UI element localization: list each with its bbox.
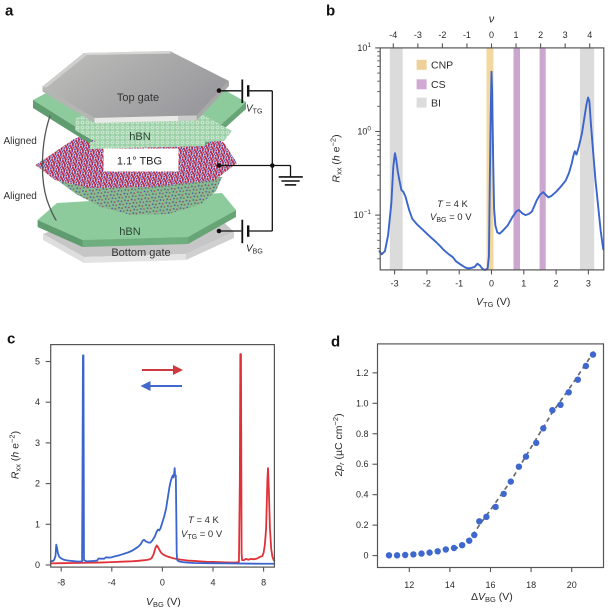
svg-text:VTG: VTG <box>246 104 262 116</box>
svg-text:0.6: 0.6 <box>356 459 369 469</box>
svg-text:T = 4 K: T = 4 K <box>188 515 220 526</box>
svg-text:8: 8 <box>261 578 266 588</box>
svg-text:T = 4 K: T = 4 K <box>437 199 469 210</box>
svg-text:-2: -2 <box>438 30 446 40</box>
svg-text:hBN: hBN <box>129 131 150 143</box>
svg-text:2: 2 <box>35 479 40 489</box>
svg-text:1.2: 1.2 <box>356 368 369 378</box>
svg-text:-2: -2 <box>423 279 431 289</box>
svg-text:0: 0 <box>489 30 494 40</box>
svg-text:4: 4 <box>35 397 40 407</box>
svg-text:0: 0 <box>489 279 494 289</box>
svg-text:4: 4 <box>210 578 215 588</box>
svg-text:101: 101 <box>357 42 371 53</box>
svg-text:3: 3 <box>563 30 568 40</box>
svg-text:16: 16 <box>485 580 495 590</box>
svg-text:ν: ν <box>489 14 495 26</box>
svg-text:0.8: 0.8 <box>356 429 369 439</box>
svg-text:ΔVBG (V): ΔVBG (V) <box>471 591 513 604</box>
svg-text:VBG (V): VBG (V) <box>146 596 181 609</box>
svg-text:-3: -3 <box>414 30 422 40</box>
svg-text:1: 1 <box>514 30 519 40</box>
svg-text:10−1: 10−1 <box>354 209 372 220</box>
svg-text:b: b <box>326 3 335 20</box>
svg-text:d: d <box>331 334 340 351</box>
svg-text:Rxx (h e−2): Rxx (h e−2) <box>8 431 23 479</box>
svg-text:2pr (µC cm−2): 2pr (µC cm−2) <box>331 413 346 476</box>
svg-text:1.0: 1.0 <box>356 398 369 408</box>
svg-text:Aligned: Aligned <box>4 191 37 202</box>
svg-text:20: 20 <box>567 580 577 590</box>
svg-text:14: 14 <box>445 580 455 590</box>
svg-text:c: c <box>7 331 15 348</box>
svg-text:4: 4 <box>587 30 592 40</box>
svg-text:12: 12 <box>404 580 414 590</box>
svg-text:hBN: hBN <box>119 226 140 238</box>
svg-text:0: 0 <box>160 578 165 588</box>
svg-text:3: 3 <box>35 438 40 448</box>
svg-text:-4: -4 <box>108 578 116 588</box>
svg-text:VBG = 0 V: VBG = 0 V <box>430 212 472 224</box>
svg-text:-1: -1 <box>455 279 463 289</box>
svg-text:1: 1 <box>35 519 40 529</box>
svg-text:CS: CS <box>431 79 446 91</box>
svg-text:VTG = 0 V: VTG = 0 V <box>181 529 223 541</box>
svg-text:-4: -4 <box>389 30 397 40</box>
svg-text:0.2: 0.2 <box>356 520 369 530</box>
svg-text:-3: -3 <box>391 279 399 289</box>
svg-text:0: 0 <box>363 551 368 561</box>
svg-text:0: 0 <box>35 560 40 570</box>
svg-text:Bottom gate: Bottom gate <box>111 247 170 259</box>
svg-text:Aligned: Aligned <box>4 136 37 147</box>
svg-text:-1: -1 <box>463 30 471 40</box>
svg-text:CNP: CNP <box>431 60 453 72</box>
svg-text:Rxx (h e−2): Rxx (h e−2) <box>329 134 344 182</box>
svg-text:2: 2 <box>554 279 559 289</box>
svg-text:3: 3 <box>586 279 591 289</box>
svg-text:100: 100 <box>357 126 371 137</box>
svg-text:VBG: VBG <box>246 244 263 256</box>
svg-text:VTG (V): VTG (V) <box>476 296 510 309</box>
svg-text:0.4: 0.4 <box>356 490 369 500</box>
svg-text:18: 18 <box>526 580 536 590</box>
svg-text:2: 2 <box>538 30 543 40</box>
svg-text:5: 5 <box>35 357 40 367</box>
svg-text:Top gate: Top gate <box>117 92 159 104</box>
svg-text:1: 1 <box>521 279 526 289</box>
svg-text:a: a <box>5 3 14 20</box>
svg-text:1.1° TBG: 1.1° TBG <box>117 156 162 168</box>
svg-text:-8: -8 <box>57 578 65 588</box>
svg-text:BI: BI <box>431 97 441 109</box>
